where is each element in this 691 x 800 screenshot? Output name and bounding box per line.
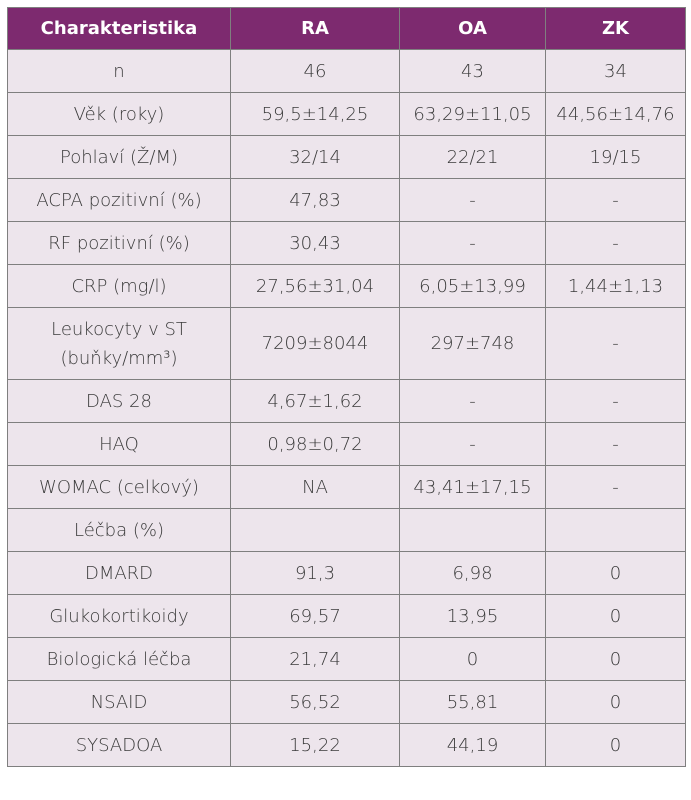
table-row: RF pozitivní (%) 30,43- - (7, 221, 686, 265)
cell-ra: NA (230, 465, 400, 509)
cell-oa: - (399, 422, 546, 466)
table-row: DAS 28 4,67±1,62- - (7, 379, 686, 423)
cell-ra: 15,22 (230, 723, 400, 767)
cell-characteristic: DAS 28 (7, 379, 231, 423)
table-row: DMARD 91,3 6,98 0 (7, 551, 686, 595)
cell-characteristic: n (7, 49, 231, 93)
cell-characteristic: ACPA pozitivní (%) (7, 178, 231, 222)
cell-ra (230, 508, 400, 552)
table-body: n 46 43 34 Věk (roky) 59,5±14,25 63,29±11,05 44… (7, 49, 686, 767)
cell-label-line-1: Leukocyty v ST (51, 318, 187, 340)
cell-characteristic: SYSADOA (7, 723, 231, 767)
table-row: Pohlaví (Ž/M) 32/14 22/21 19/15 (7, 135, 686, 179)
cell-ra: 32/14 (230, 135, 400, 179)
table-row: ACPA pozitivní (%) 47,83- - (7, 178, 686, 222)
cell-zk: - (545, 178, 686, 222)
cell-oa: - (399, 178, 546, 222)
header-ra: RA (230, 7, 400, 50)
header-characteristic: Charakteristika (7, 7, 231, 50)
table-row: Léčba (%) (7, 508, 686, 552)
cell-oa (399, 508, 546, 552)
table-row: WOMAC (celkový) NA 43,41±17,15- (7, 465, 686, 509)
cell-zk: 34 (545, 49, 686, 93)
cell-zk: 0 (545, 680, 686, 724)
cell-zk: 1,44±1,13 (545, 264, 686, 308)
header-oa: OA (399, 7, 546, 50)
cell-ra: 47,83 (230, 178, 400, 222)
cell-ra: 56,52 (230, 680, 400, 724)
cell-ra: 27,56±31,04 (230, 264, 400, 308)
cell-zk: - (545, 465, 686, 509)
cell-oa: 0 (399, 637, 546, 681)
table-row: Biologická léčba 21,74 0 0 (7, 637, 686, 681)
cell-characteristic: Léčba (%) (7, 508, 231, 552)
cell-oa: 6,98 (399, 551, 546, 595)
cell-characteristic: DMARD (7, 551, 231, 595)
table-row: Věk (roky) 59,5±14,25 63,29±11,05 44,56±14,… (7, 92, 686, 136)
cell-characteristic: CRP (mg/l) (7, 264, 231, 308)
cell-zk: - (545, 422, 686, 466)
cell-zk: 0 (545, 551, 686, 595)
cell-zk (545, 508, 686, 552)
header-row: Charakteristika RA OA ZK (7, 7, 686, 50)
cell-characteristic: Biologická léčba (7, 637, 231, 681)
cell-zk: 44,56±14,76 (545, 92, 686, 136)
cell-characteristic: HAQ (7, 422, 231, 466)
cell-oa: 43 (399, 49, 546, 93)
cell-zk: 0 (545, 723, 686, 767)
cell-characteristic: Glukokortikoidy (7, 594, 231, 638)
cell-ra: 91,3 (230, 551, 400, 595)
cell-characteristic: Věk (roky) (7, 92, 231, 136)
table-row: HAQ 0,98±0,72- - (7, 422, 686, 466)
cell-ra: 21,74 (230, 637, 400, 681)
cell-ra: 69,57 (230, 594, 400, 638)
table-row: CRP (mg/l) 27,56±31,04 6,05±13,99 1,44±1,13 (7, 264, 686, 308)
cell-zk: 0 (545, 637, 686, 681)
cell-ra: 59,5±14,25 (230, 92, 400, 136)
table-row: Glukokortikoidy 69,57 13,95 0 (7, 594, 686, 638)
cell-oa: 297±748 (399, 307, 546, 380)
cell-oa: 63,29±11,05 (399, 92, 546, 136)
cell-oa: 22/21 (399, 135, 546, 179)
cell-zk: - (545, 307, 686, 380)
table-row: NSAID 56,52 55,81 0 (7, 680, 686, 724)
cell-ra: 0,98±0,72 (230, 422, 400, 466)
cell-zk: 19/15 (545, 135, 686, 179)
table-row: SYSADOA 15,22 44,19 0 (7, 723, 686, 767)
cell-characteristic: NSAID (7, 680, 231, 724)
cell-zk: - (545, 221, 686, 265)
cell-oa: 13,95 (399, 594, 546, 638)
table-row: Leukocyty v ST (buňky/mm³) 7209±8044 297±74… (7, 307, 686, 380)
cell-oa: 43,41±17,15 (399, 465, 546, 509)
cell-oa: 55,81 (399, 680, 546, 724)
cell-ra: 46 (230, 49, 400, 93)
cell-oa: - (399, 221, 546, 265)
table-row: n 46 43 34 (7, 49, 686, 93)
cell-label-line-2: (buňky/mm³) (60, 347, 178, 369)
cell-characteristic: RF pozitivní (%) (7, 221, 231, 265)
header-zk: ZK (545, 7, 686, 50)
cell-zk: 0 (545, 594, 686, 638)
cell-characteristic: Pohlaví (Ž/M) (7, 135, 231, 179)
cell-ra: 7209±8044 (230, 307, 400, 380)
cell-oa: 6,05±13,99 (399, 264, 546, 308)
cell-oa: 44,19 (399, 723, 546, 767)
cell-ra: 4,67±1,62 (230, 379, 400, 423)
cell-zk: - (545, 379, 686, 423)
cell-oa: - (399, 379, 546, 423)
cell-characteristic: Leukocyty v ST (buňky/mm³) (7, 307, 231, 380)
cell-characteristic: WOMAC (celkový) (7, 465, 231, 509)
characteristics-table: Charakteristika RA OA ZK n 46 43 34 Věk (rok… (7, 7, 686, 767)
cell-ra: 30,43 (230, 221, 400, 265)
